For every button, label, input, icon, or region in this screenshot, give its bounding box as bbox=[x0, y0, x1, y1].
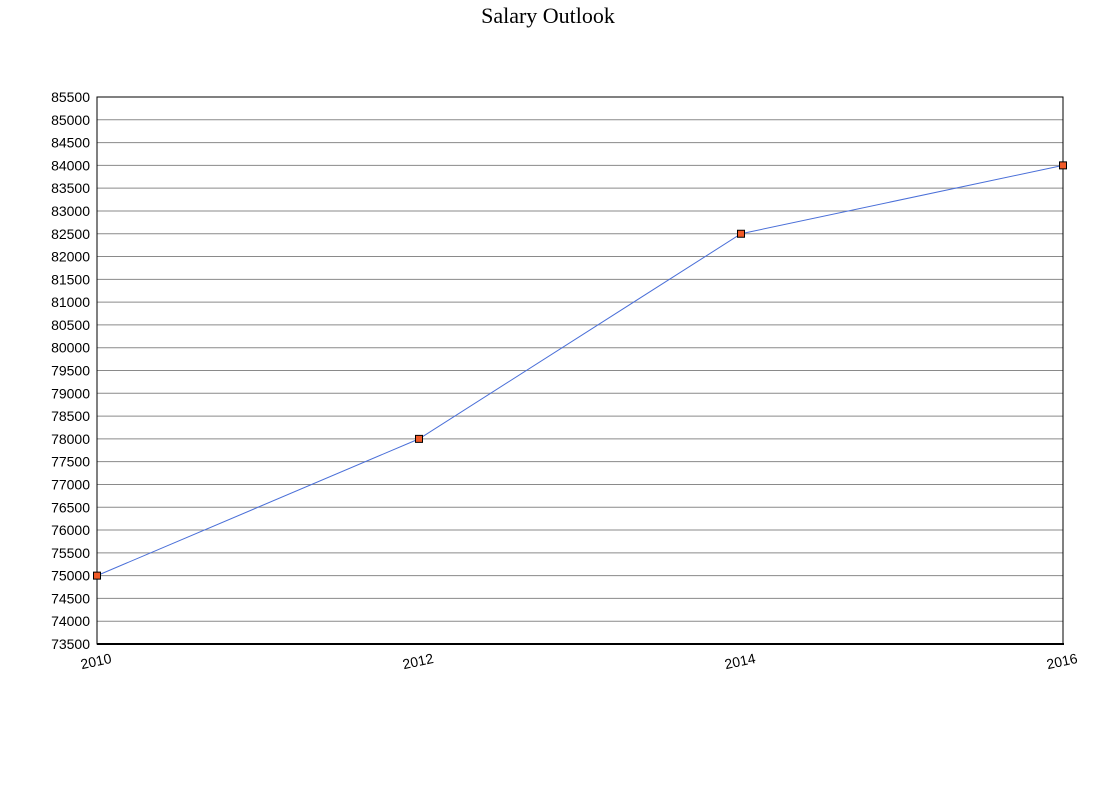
y-tick-label: 80500 bbox=[51, 317, 90, 333]
y-tick-label: 84000 bbox=[51, 157, 90, 173]
y-tick-label: 77000 bbox=[51, 476, 90, 492]
y-axis-tick-labels: 73500 74000 74500 75000 75500 76000 76500 77000… bbox=[51, 89, 90, 652]
data-points bbox=[93, 161, 1067, 580]
y-tick-label: 83000 bbox=[51, 203, 90, 219]
y-tick-label: 77500 bbox=[51, 454, 90, 470]
chart-title: Salary Outlook bbox=[481, 3, 615, 28]
x-tick-label: 2010 bbox=[79, 650, 113, 672]
y-tick-label: 78500 bbox=[51, 408, 90, 424]
x-axis-tick-labels: 2010 2012 2014 2016 bbox=[79, 650, 1079, 672]
data-point bbox=[1059, 161, 1067, 170]
series-line bbox=[96, 164, 1064, 577]
y-tick-label: 73500 bbox=[51, 636, 90, 652]
y-tick-label: 76500 bbox=[51, 499, 90, 515]
y-tick-label: 79500 bbox=[51, 363, 90, 379]
y-tick-label: 79000 bbox=[51, 385, 90, 401]
y-tick-label: 76000 bbox=[51, 522, 90, 538]
data-point bbox=[93, 571, 101, 580]
y-tick-label: 85500 bbox=[51, 89, 90, 105]
y-tick-label: 75500 bbox=[51, 545, 90, 561]
x-tick-label: 2014 bbox=[723, 650, 757, 672]
y-tick-label: 82500 bbox=[51, 226, 90, 242]
y-tick-label: 83500 bbox=[51, 180, 90, 196]
data-point bbox=[737, 229, 745, 238]
y-tick-label: 80000 bbox=[51, 340, 90, 356]
y-tick-label: 81500 bbox=[51, 271, 90, 287]
x-tick-label: 2012 bbox=[401, 650, 435, 672]
y-tick-label: 74500 bbox=[51, 590, 90, 606]
y-tick-label: 74000 bbox=[51, 613, 90, 629]
y-tick-label: 84500 bbox=[51, 135, 90, 151]
gridlines bbox=[97, 119, 1063, 622]
y-tick-label: 78000 bbox=[51, 431, 90, 447]
y-tick-label: 81000 bbox=[51, 294, 90, 310]
y-tick-label: 75000 bbox=[51, 568, 90, 584]
y-tick-label: 82000 bbox=[51, 249, 90, 265]
y-tick-label: 85000 bbox=[51, 112, 90, 128]
data-point bbox=[415, 434, 423, 443]
x-tick-label: 2016 bbox=[1045, 650, 1079, 672]
